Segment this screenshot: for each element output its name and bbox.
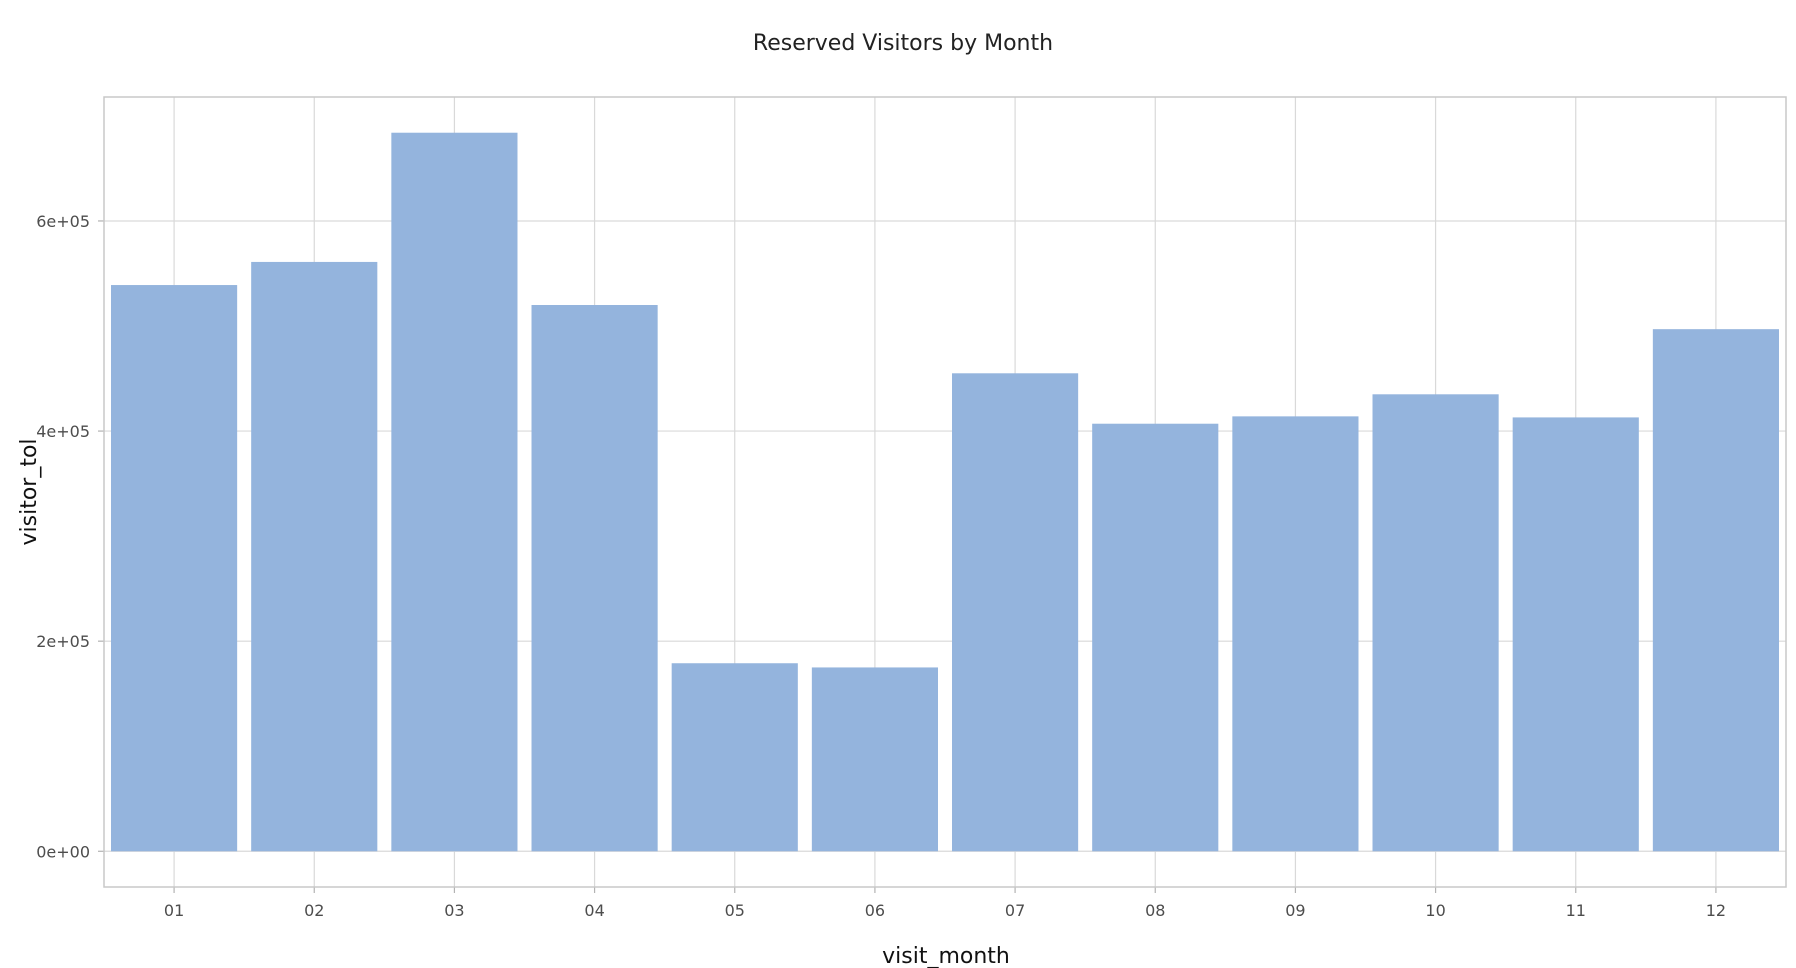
x-tick-label: 08 xyxy=(1145,901,1165,920)
chart-title: Reserved Visitors by Month xyxy=(753,31,1053,56)
bar-07 xyxy=(952,373,1079,852)
y-tick-label: 0e+00 xyxy=(36,842,90,861)
bar-02 xyxy=(251,261,378,852)
bar-11 xyxy=(1512,417,1639,852)
x-tick-label: 06 xyxy=(865,901,885,920)
bar-04 xyxy=(531,305,658,852)
bar-12 xyxy=(1652,329,1779,852)
x-tick-label: 09 xyxy=(1285,901,1305,920)
bar-08 xyxy=(1092,423,1219,852)
x-tick-label: 04 xyxy=(584,901,604,920)
x-tick-label: 05 xyxy=(725,901,745,920)
bar-06 xyxy=(811,667,938,852)
y-tick-label: 4e+05 xyxy=(36,422,90,441)
x-tick-label: 01 xyxy=(164,901,184,920)
bar-03 xyxy=(391,132,518,852)
x-tick-label: 11 xyxy=(1566,901,1586,920)
x-tick-label: 12 xyxy=(1706,901,1726,920)
y-tick-label: 2e+05 xyxy=(36,632,90,651)
bars xyxy=(111,132,1779,852)
bar-01 xyxy=(111,285,238,852)
axes: 0e+00 2e+05 4e+05 6e+05 01 02 03 04 05 06 07 08 09 10… xyxy=(36,212,1726,920)
bar-09 xyxy=(1232,416,1359,852)
x-tick-label: 03 xyxy=(444,901,464,920)
plot-frame xyxy=(103,96,1787,888)
bar-05 xyxy=(671,663,798,852)
x-tick-label: 07 xyxy=(1005,901,1025,920)
y-tick-label: 6e+05 xyxy=(36,212,90,231)
x-tick-label: 02 xyxy=(304,901,324,920)
x-tick-label: 10 xyxy=(1425,901,1445,920)
y-axis-title: visitor_tol xyxy=(17,438,42,545)
bar-10 xyxy=(1372,394,1499,852)
x-axis-title: visit_month xyxy=(882,944,1010,968)
